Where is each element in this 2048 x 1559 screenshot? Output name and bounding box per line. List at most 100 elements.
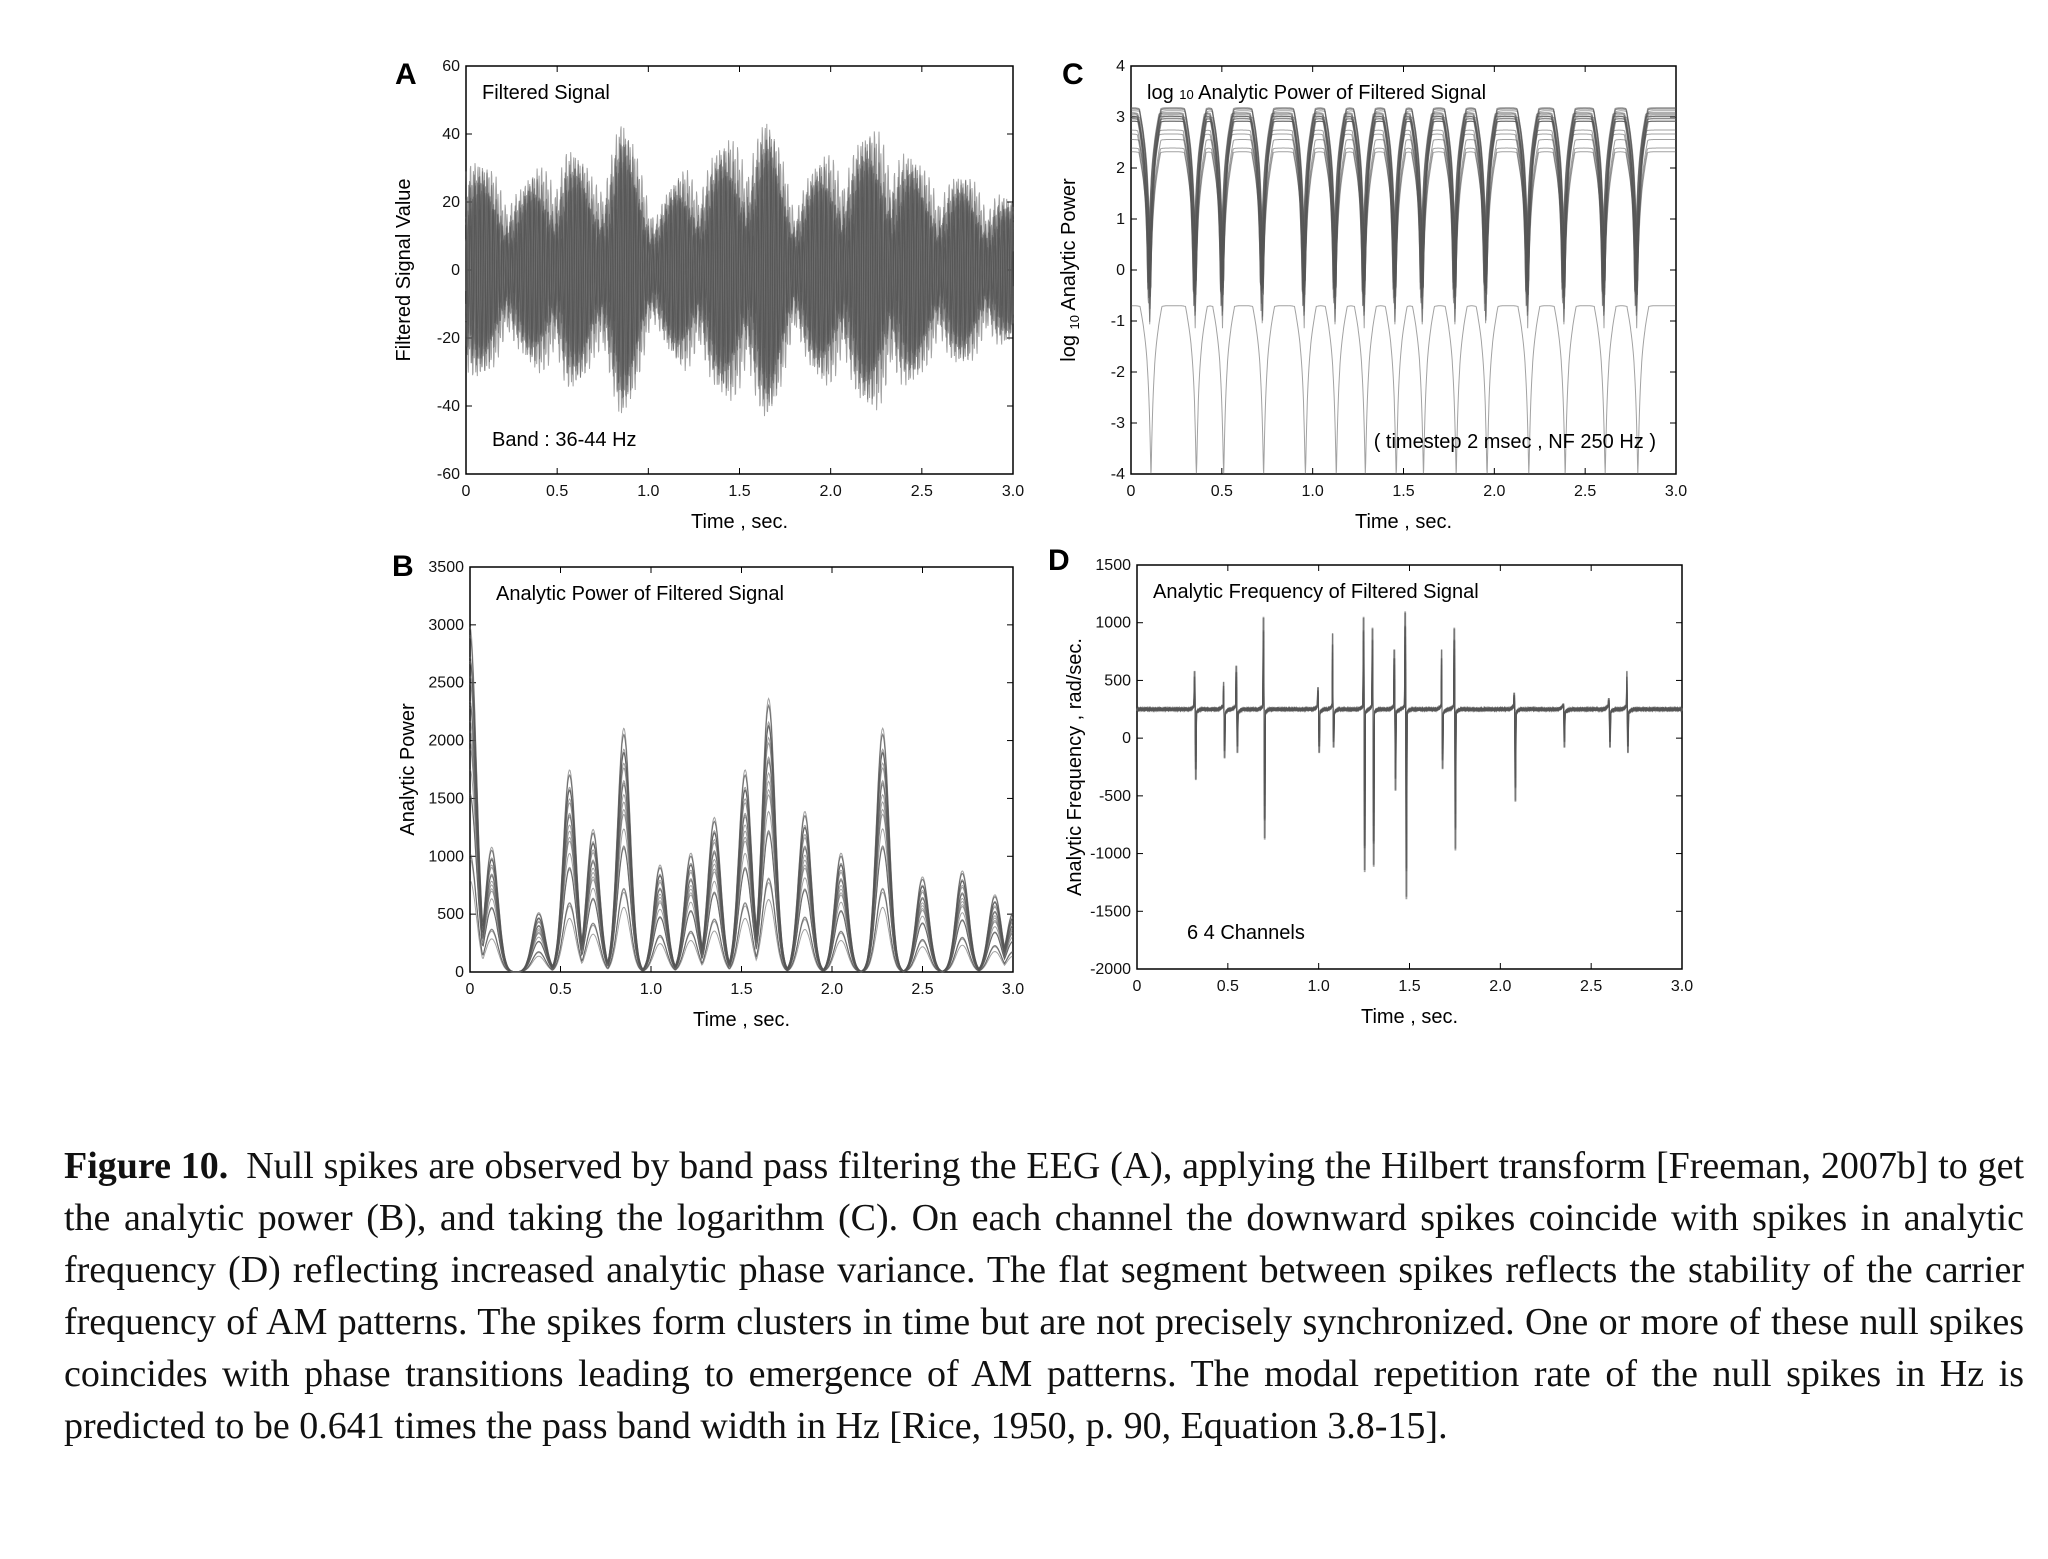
y-tick-label: 2500: [428, 675, 464, 692]
y-axis-label: Filtered Signal Value: [393, 178, 415, 361]
channel-trace: [465, 123, 1014, 417]
panel-title-c: log 10 Analytic Power of Filtered Signal: [1147, 82, 1486, 104]
channel-trace: [1136, 612, 1683, 897]
panel-a: A 0 0.5 1.0 1.5 2.0 2.5 3.0 60 40 20 0 -20 -40 -60 Time…: [393, 58, 1024, 533]
y-tick-label: 1: [1116, 211, 1125, 228]
channel-trace: [465, 139, 1014, 400]
panel-title-a: Filtered Signal: [482, 82, 610, 104]
channel-trace: [469, 676, 1014, 973]
caption-label: Figure 10.: [64, 1145, 229, 1187]
y-tick-label: 20: [442, 194, 460, 211]
x-tick-label: 0: [1133, 978, 1142, 995]
y-tick-label: 0: [451, 262, 460, 279]
plot-frame-d: [1136, 564, 1683, 970]
x-tick-label: 0.5: [549, 981, 571, 998]
y-tick-label: -4: [1111, 466, 1125, 483]
y-axis-label: Analytic Frequency , rad/sec.: [1064, 638, 1086, 896]
panel-d: D 0 0.5 1.0 1.5 2.0 2.5 3.0 1500 1000 500 0 -500 -100…: [1048, 544, 1693, 1028]
channel-trace: [1136, 611, 1683, 900]
y-tick-label: 4: [1116, 58, 1125, 75]
x-tick-label: 1.0: [1308, 978, 1330, 995]
figure-caption: Figure 10. Null spikes are observed by ba…: [64, 1140, 2024, 1452]
panel-letter-d: D: [1048, 544, 1070, 577]
y-tick-label: -1: [1111, 313, 1125, 330]
y-tick-label: 40: [442, 126, 460, 143]
channel-trace: [1136, 660, 1683, 804]
traces-a: [465, 123, 1014, 417]
x-tick-label: 0: [462, 483, 471, 500]
x-tick-label: 2.0: [1483, 483, 1505, 500]
panel-b: B 0 0.5 1.0 1.5 2.0 2.5 3.0 3500 3000 2500 2000 1500…: [392, 550, 1024, 1031]
channel-trace: [469, 627, 1014, 973]
y-tick-label: -1000: [1090, 846, 1131, 863]
panel-letter-b: B: [392, 550, 414, 583]
y-tick-label: -20: [437, 330, 460, 347]
y-tick-label: 3000: [428, 617, 464, 634]
x-tick-label: 1.5: [730, 981, 752, 998]
y-tick-label: -1500: [1090, 903, 1131, 920]
panel-letter-a: A: [395, 58, 417, 91]
y-tick-label: 1000: [428, 848, 464, 865]
y-tick-label: 2: [1116, 160, 1125, 177]
x-tick-label: 1.0: [1302, 483, 1324, 500]
y-tick-label: 1500: [428, 790, 464, 807]
channel-trace: [1136, 636, 1683, 850]
y-tick-label: -60: [437, 466, 460, 483]
x-tick-label: 1.0: [637, 483, 659, 500]
channel-trace: [1136, 625, 1683, 872]
x-tick-label: 2.5: [1580, 978, 1602, 995]
x-axis-label: Time , sec.: [1355, 511, 1452, 533]
x-tick-label: 1.5: [1392, 483, 1414, 500]
y-tick-label: 0: [1116, 262, 1125, 279]
x-tick-label: 0.5: [1217, 978, 1239, 995]
x-tick-label: 2.0: [821, 981, 843, 998]
x-tick-label: 2.0: [820, 483, 842, 500]
channel-trace: [1136, 644, 1683, 834]
y-tick-label: 0: [455, 964, 464, 981]
y-tick-label: 1500: [1095, 557, 1131, 574]
channel-trace: [1136, 662, 1683, 799]
y-tick-label: 0: [1122, 730, 1131, 747]
x-axis-label: Time , sec.: [1361, 1006, 1458, 1028]
panel-letter-c: C: [1062, 58, 1084, 91]
x-tick-label: 1.0: [640, 981, 662, 998]
panel-title-d: Analytic Frequency of Filtered Signal: [1153, 581, 1479, 603]
y-tick-label: 3: [1116, 109, 1125, 126]
channel-trace: [1136, 669, 1683, 788]
y-tick-label: 1000: [1095, 615, 1131, 632]
x-tick-label: 3.0: [1002, 483, 1024, 500]
channel-trace: [469, 858, 1014, 973]
y-tick-label: -2: [1111, 364, 1125, 381]
x-axis-label: Time , sec.: [691, 511, 788, 533]
panel-title-b: Analytic Power of Filtered Signal: [496, 583, 784, 605]
channel-trace: [1131, 151, 1676, 329]
panel-c: C 0 0.5 1.0 1.5 2.0 2.5 3.0 4 3 2 1 0 -1 -2 -3 -4 Time , …: [1058, 58, 1687, 533]
y-axis-label: Analytic Power: [397, 703, 419, 836]
y-axis-label: log 10 Analytic Power: [1058, 178, 1082, 362]
x-tick-label: 3.0: [1665, 483, 1687, 500]
y-tick-label: 2000: [428, 733, 464, 750]
caption-text: Null spikes are observed by band pass fi…: [64, 1145, 2025, 1447]
x-tick-label: 1.5: [728, 483, 750, 500]
x-tick-label: 0.5: [546, 483, 568, 500]
panel-annotation-d: 6 4 Channels: [1187, 922, 1305, 944]
x-tick-label: 3.0: [1002, 981, 1024, 998]
y-tick-label: -2000: [1090, 961, 1131, 978]
channel-trace: [469, 769, 1014, 973]
y-tick-label: -40: [437, 398, 460, 415]
figure-10: A 0 0.5 1.0 1.5 2.0 2.5 3.0 60 40 20 0 -20 -40 -60 Time…: [392, 58, 1693, 1031]
channel-trace: [1136, 672, 1683, 781]
x-tick-label: 2.0: [1489, 978, 1511, 995]
channel-trace: [1131, 133, 1676, 312]
channel-trace: [1131, 147, 1676, 324]
x-tick-label: 2.5: [911, 483, 933, 500]
channel-trace: [469, 880, 1014, 973]
x-tick-label: 2.5: [1574, 483, 1596, 500]
channel-trace: [1136, 659, 1683, 805]
x-tick-label: 0.5: [1211, 483, 1233, 500]
channel-trace: [1136, 627, 1683, 869]
y-tick-label: 500: [437, 906, 464, 923]
x-tick-label: 1.5: [1398, 978, 1420, 995]
channel-trace: [469, 793, 1014, 973]
x-tick-label: 2.5: [911, 981, 933, 998]
